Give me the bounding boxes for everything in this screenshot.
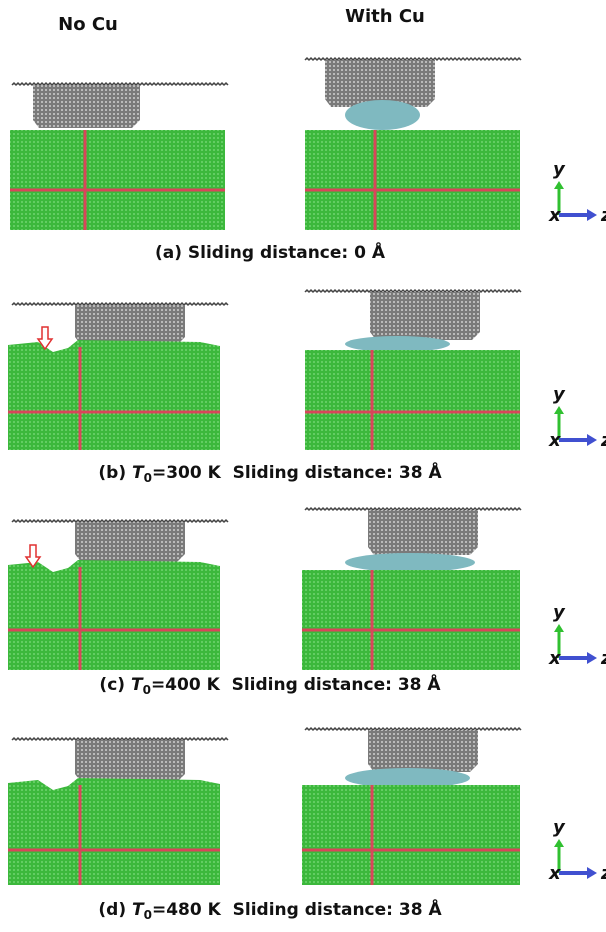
axis-head bbox=[587, 209, 597, 221]
axis-head bbox=[554, 839, 564, 847]
caption-part: =400 K bbox=[151, 675, 221, 695]
surface-line bbox=[12, 738, 228, 740]
surface-line bbox=[305, 58, 521, 60]
caption: (a) Sliding distance: 0 Å bbox=[155, 240, 386, 263]
space bbox=[221, 900, 233, 920]
caption-part: =300 K bbox=[152, 463, 222, 483]
caption-part: =480 K bbox=[152, 900, 222, 920]
substrate bbox=[302, 570, 520, 670]
tool bbox=[368, 510, 478, 555]
substrate bbox=[8, 560, 220, 670]
axis-label: x bbox=[548, 863, 562, 884]
axis-head bbox=[587, 434, 597, 446]
caption-part: (a) bbox=[155, 243, 182, 263]
axis-label: y bbox=[553, 384, 566, 405]
substrate bbox=[10, 130, 225, 230]
axis-head bbox=[554, 406, 564, 414]
surface-line bbox=[305, 728, 521, 730]
substrate bbox=[8, 778, 220, 885]
surface-line bbox=[12, 520, 228, 522]
tool bbox=[75, 305, 185, 345]
axis-label: z bbox=[600, 648, 606, 669]
caption-part: Sliding distance: 38 Å bbox=[233, 460, 443, 483]
tool bbox=[75, 522, 185, 562]
cu-layer bbox=[345, 553, 475, 572]
substrate bbox=[305, 130, 520, 230]
caption: (c) T0=400 K Sliding distance: 38 Å bbox=[99, 672, 441, 697]
axis-label: x bbox=[548, 205, 562, 226]
caption-part: (c) bbox=[99, 675, 125, 695]
axis-head bbox=[554, 624, 564, 632]
caption-part: 0 bbox=[144, 471, 152, 485]
tool bbox=[325, 60, 435, 107]
substrate bbox=[8, 340, 220, 450]
axis-label: z bbox=[600, 205, 606, 226]
substrate bbox=[302, 785, 520, 885]
surface-line bbox=[305, 508, 521, 510]
axis-head bbox=[587, 652, 597, 664]
axis-label: z bbox=[600, 863, 606, 884]
axis-label: z bbox=[600, 430, 606, 451]
caption-part: Sliding distance: 38 Å bbox=[233, 897, 443, 920]
axis-label: y bbox=[553, 602, 566, 623]
space bbox=[220, 675, 232, 695]
caption-part: Sliding distance: 38 Å bbox=[232, 672, 442, 695]
substrate bbox=[305, 350, 520, 450]
tool bbox=[368, 730, 478, 772]
surface-line bbox=[12, 83, 228, 85]
surface-line bbox=[12, 303, 228, 305]
caption-part: 0 bbox=[144, 908, 152, 922]
axis-label: y bbox=[553, 817, 566, 838]
axis-label: y bbox=[553, 159, 566, 180]
caption-part: (b) bbox=[98, 463, 126, 483]
caption-part: 0 bbox=[143, 683, 151, 697]
column-header: No Cu bbox=[58, 14, 118, 35]
column-header: With Cu bbox=[345, 6, 425, 27]
caption-part: (d) bbox=[98, 900, 126, 920]
axis-label: x bbox=[548, 648, 562, 669]
axis-label: x bbox=[548, 430, 562, 451]
cu-layer bbox=[345, 100, 420, 130]
space bbox=[221, 463, 233, 483]
surface-line bbox=[305, 290, 521, 292]
axis-head bbox=[554, 181, 564, 189]
tool bbox=[33, 85, 140, 128]
axis-head bbox=[587, 867, 597, 879]
tool bbox=[75, 740, 185, 782]
caption: (d) T0=480 K Sliding distance: 38 Å bbox=[98, 897, 442, 922]
tool bbox=[370, 292, 480, 340]
figure: No Cu With Cu y x z (a) Sliding distance: 0… bbox=[0, 0, 606, 932]
caption: (b) T0=300 K Sliding distance: 38 Å bbox=[98, 460, 442, 485]
caption-part: Sliding distance: 0 Å bbox=[188, 240, 386, 263]
cu-layer bbox=[345, 336, 450, 352]
